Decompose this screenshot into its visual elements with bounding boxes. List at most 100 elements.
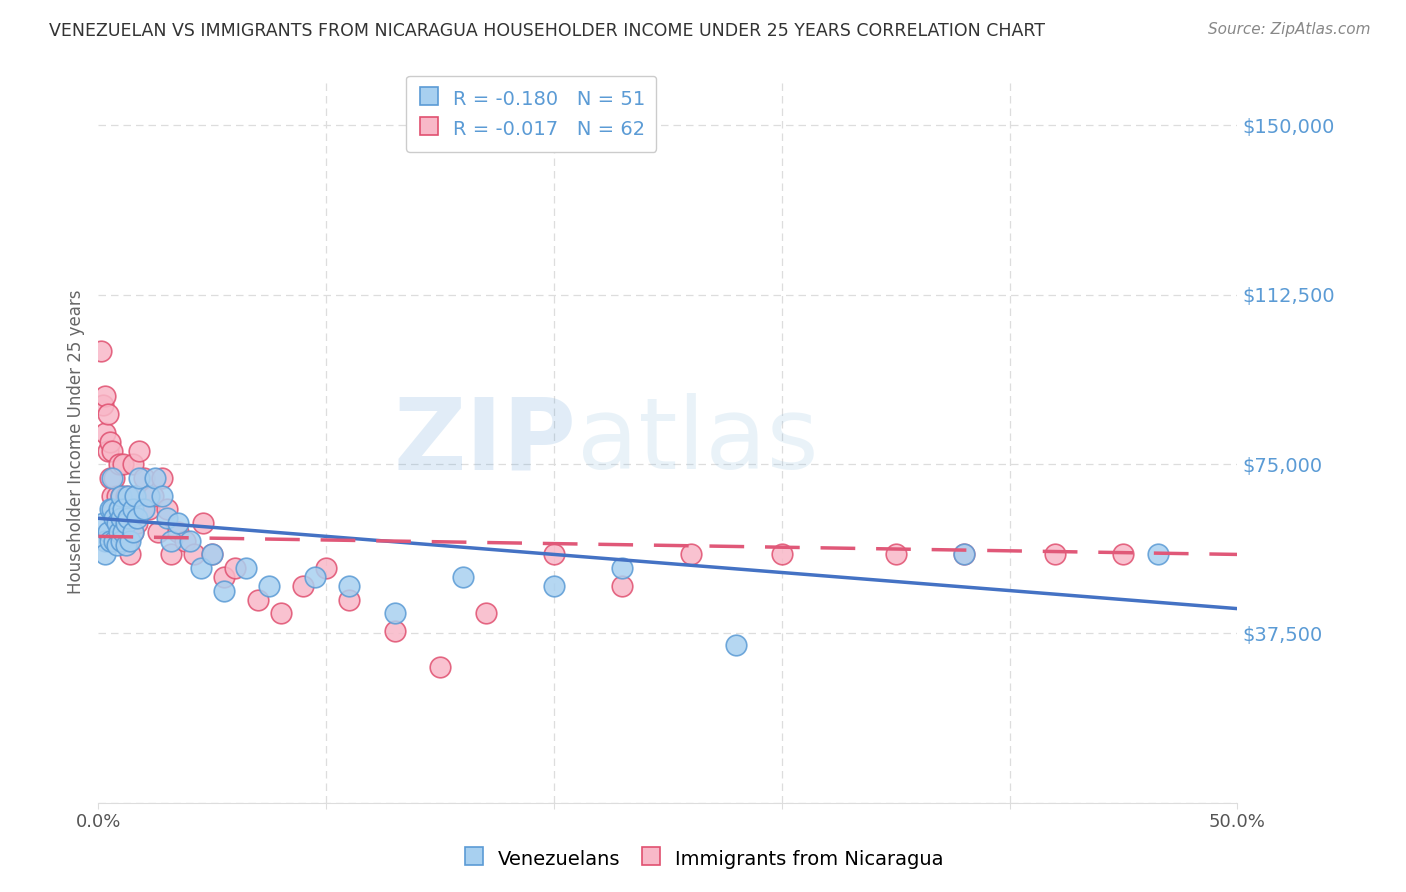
Point	[156, 502, 179, 516]
Point	[142, 489, 165, 503]
Point	[96, 408, 118, 422]
Point	[160, 533, 183, 548]
Point	[121, 524, 143, 539]
Point	[304, 570, 326, 584]
Point	[132, 502, 155, 516]
Point	[337, 579, 360, 593]
Point	[315, 561, 337, 575]
Point	[114, 524, 136, 539]
Point	[612, 561, 634, 575]
Point	[98, 533, 121, 548]
Point	[114, 538, 136, 552]
Point	[451, 570, 474, 584]
Point	[132, 470, 155, 484]
Point	[105, 489, 128, 503]
Point	[105, 538, 128, 552]
Point	[110, 489, 132, 503]
Y-axis label: Householder Income Under 25 years: Householder Income Under 25 years	[67, 289, 86, 594]
Point	[770, 548, 793, 562]
Point	[884, 548, 907, 562]
Point	[117, 533, 139, 548]
Point	[121, 502, 143, 516]
Point	[117, 502, 139, 516]
Point	[108, 502, 131, 516]
Point	[94, 425, 117, 440]
Point	[108, 524, 131, 539]
Point	[94, 389, 117, 403]
Point	[120, 516, 142, 530]
Point	[103, 470, 125, 484]
Point	[128, 470, 150, 484]
Point	[112, 524, 135, 539]
Text: VENEZUELAN VS IMMIGRANTS FROM NICARAGUA HOUSEHOLDER INCOME UNDER 25 YEARS CORREL: VENEZUELAN VS IMMIGRANTS FROM NICARAGUA …	[49, 22, 1045, 40]
Point	[91, 516, 114, 530]
Point	[384, 606, 406, 620]
Point	[167, 516, 190, 530]
Point	[612, 579, 634, 593]
Point	[429, 660, 451, 674]
Point	[121, 457, 143, 471]
Point	[108, 457, 131, 471]
Point	[224, 561, 246, 575]
Point	[94, 533, 117, 548]
Point	[98, 434, 121, 449]
Point	[120, 548, 142, 562]
Point	[953, 548, 976, 562]
Point	[201, 548, 224, 562]
Point	[292, 579, 315, 593]
Point	[679, 548, 702, 562]
Point	[101, 489, 124, 503]
Point	[101, 502, 124, 516]
Point	[110, 516, 132, 530]
Point	[270, 606, 292, 620]
Text: Source: ZipAtlas.com: Source: ZipAtlas.com	[1208, 22, 1371, 37]
Point	[146, 524, 169, 539]
Point	[190, 561, 212, 575]
Point	[101, 470, 124, 484]
Text: atlas: atlas	[576, 393, 818, 490]
Point	[212, 583, 235, 598]
Point	[114, 489, 136, 503]
Point	[128, 443, 150, 458]
Point	[1043, 548, 1066, 562]
Point	[543, 579, 565, 593]
Point	[120, 533, 142, 548]
Point	[193, 516, 215, 530]
Point	[138, 502, 160, 516]
Point	[138, 489, 160, 503]
Point	[246, 592, 269, 607]
Point	[160, 548, 183, 562]
Point	[112, 457, 135, 471]
Point	[953, 548, 976, 562]
Point	[235, 561, 257, 575]
Point	[183, 548, 205, 562]
Point	[1112, 548, 1135, 562]
Point	[91, 398, 114, 412]
Point	[117, 511, 139, 525]
Point	[103, 511, 125, 525]
Point	[1146, 548, 1168, 562]
Point	[105, 516, 128, 530]
Point	[259, 579, 281, 593]
Point	[96, 524, 118, 539]
Point	[474, 606, 496, 620]
Text: ZIP: ZIP	[394, 393, 576, 490]
Point	[124, 489, 146, 503]
Point	[94, 548, 117, 562]
Point	[167, 524, 190, 539]
Point	[212, 570, 235, 584]
Point	[127, 516, 149, 530]
Point	[145, 470, 167, 484]
Point	[124, 489, 146, 503]
Point	[98, 502, 121, 516]
Point	[108, 524, 131, 539]
Point	[131, 502, 153, 516]
Point	[179, 533, 201, 548]
Point	[337, 592, 360, 607]
Point	[174, 533, 197, 548]
Point	[201, 548, 224, 562]
Point	[105, 516, 128, 530]
Point	[103, 533, 125, 548]
Point	[110, 533, 132, 548]
Point	[96, 443, 118, 458]
